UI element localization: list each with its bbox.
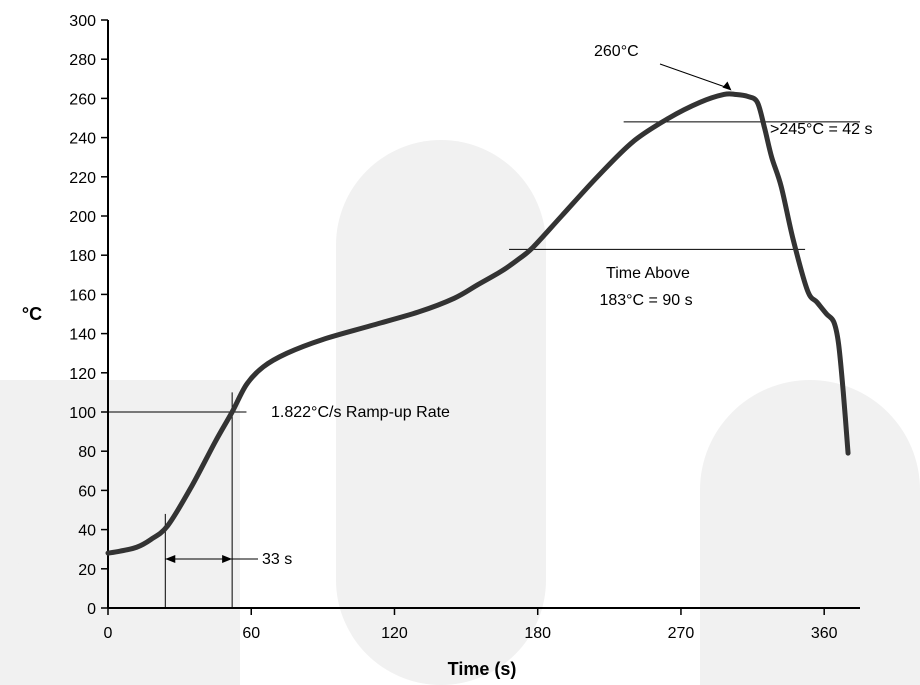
background-block-right [700,490,920,685]
y-axis-title: °C [22,304,42,324]
y-tick-label: 200 [69,209,96,226]
ramp-rate-annotation: 1.822°C/s Ramp-up Rate [271,404,450,421]
time-above-annotation-line1: Time Above [606,265,690,282]
y-tick-label: 80 [78,444,96,461]
y-tick-label: 140 [69,327,96,344]
y-ticks: 0 20 40 60 80 100 120 140 160 180 200 220 240 260 280 3… [69,13,108,618]
y-tick-label: 20 [78,562,96,579]
y-tick-label: 260 [69,91,96,108]
temperature-profile-line [105,91,851,556]
x-ticks: 0 60 120 180 270 360 [104,608,838,642]
y-tick-label: 160 [69,287,96,304]
y-tick-label: 180 [69,248,96,265]
y-tick-label: 280 [69,52,96,69]
y-tick-label: 120 [69,366,96,383]
span-arrowhead-right [222,555,233,563]
x-tick-label: 270 [668,625,695,642]
peak-temperature-annotation: 260°C [594,43,639,60]
span-arrowhead-left [165,555,176,563]
x-tick-label: 60 [242,625,260,642]
peak-pointer-arrowhead [722,81,732,91]
x-tick-label: 0 [104,625,113,642]
y-tick-label: 60 [78,483,96,500]
series-group [105,91,851,556]
y-tick-label: 0 [87,601,96,618]
y-tick-label: 100 [69,405,96,422]
x-tick-label: 360 [811,625,838,642]
peak-pointer-line [659,63,730,89]
background-circle-left [0,380,240,620]
above-245-annotation: >245°C = 42 s [770,121,872,138]
y-tick-label: 220 [69,170,96,187]
duration-33s-annotation: 33 s [262,551,292,568]
y-tick-label: 40 [78,523,96,540]
arrows [165,63,732,563]
x-tick-label: 180 [524,625,551,642]
y-tick-label: 240 [69,131,96,148]
time-above-annotation-line2: 183°C = 90 s [599,292,692,309]
axes [107,20,860,609]
y-tick-label: 300 [69,13,96,30]
x-tick-label: 120 [381,625,408,642]
x-axis-title: Time (s) [448,659,517,679]
